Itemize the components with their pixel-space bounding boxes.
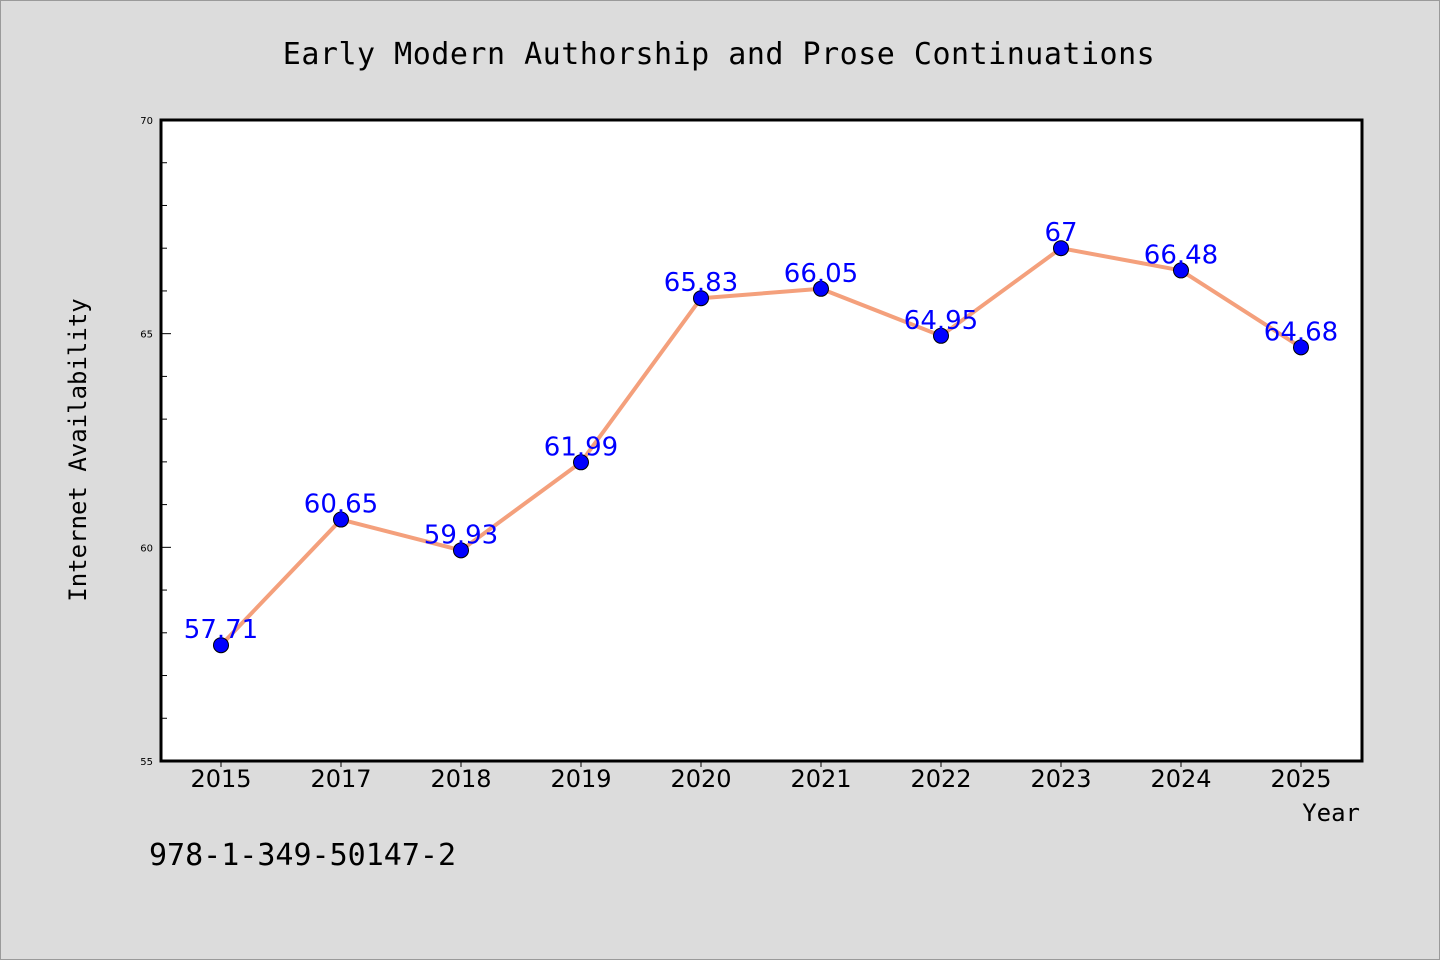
data-point [333,511,349,528]
y-tick-label: 60 [140,543,153,554]
data-label: 64.95 [904,306,978,336]
chart-title: Early Modern Authorship and Prose Contin… [283,37,1155,72]
x-tick-label: 2019 [550,765,611,793]
data-label: 61.99 [544,432,618,462]
y-tick-label: 70 [140,116,153,127]
data-label: 60.65 [304,490,378,520]
data-point [573,454,589,471]
x-tick-label: 2023 [1030,765,1091,793]
y-tick-label: 65 [140,330,153,341]
x-tick-label: 2020 [670,765,731,793]
data-label: 66.48 [1144,240,1218,270]
x-tick-label: 2017 [310,765,371,793]
x-tick-label: 2018 [430,765,491,793]
y-tick-label: 55 [140,757,153,768]
data-labels: 57.71 60.65 59.93 61.99 65.83 66.05 64.95 67 66.… [184,218,1338,645]
data-point [1053,240,1069,257]
x-axis: 2015 2017 2018 2019 2020 2021 2022 2023 2024 2025 [190,761,1332,793]
data-point [1293,339,1309,356]
data-point [693,290,709,307]
data-point [453,542,469,559]
data-label: 66.05 [784,259,858,289]
data-point [813,280,829,297]
x-tick-label: 2021 [790,765,851,793]
x-tick-label: 2024 [1150,765,1211,793]
data-point [933,327,949,344]
y-axis: 55 60 65 70 [140,116,171,768]
data-point [1173,262,1189,279]
x-axis-label: Year [1302,799,1360,827]
plot-area [159,118,1364,763]
data-label: 59.93 [424,520,498,550]
data-point [213,637,229,654]
data-label: 65.83 [664,268,738,298]
isbn-caption: 978-1-349-50147-2 [149,838,456,873]
x-tick-label: 2025 [1270,765,1331,793]
x-tick-label: 2015 [190,765,251,793]
y-axis-label: Internet Availability [64,298,92,601]
data-markers [213,240,1309,654]
data-label: 64.68 [1264,317,1338,347]
x-tick-label: 2022 [910,765,971,793]
data-label: 57.71 [184,615,258,645]
series-line [219,246,1303,647]
data-label: 67 [1044,218,1077,248]
